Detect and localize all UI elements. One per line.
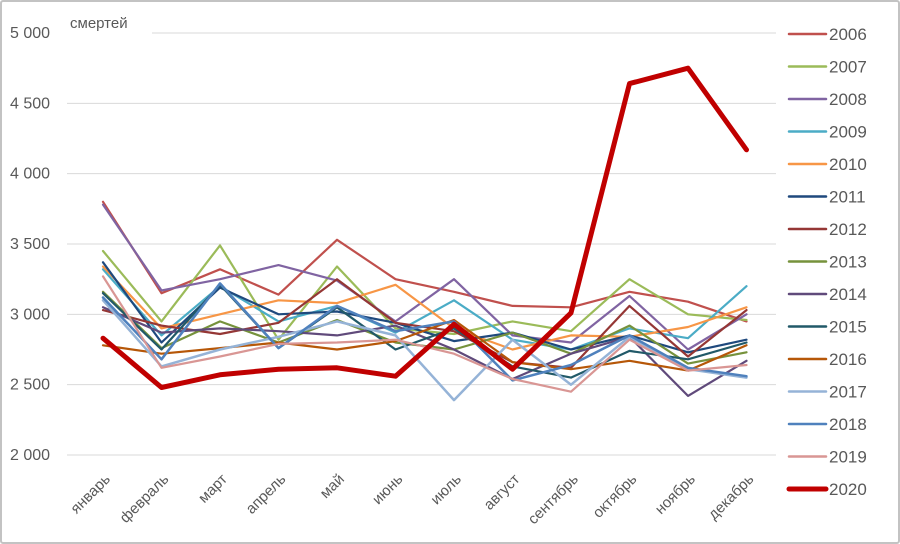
legend-item-2019: 2019 (787, 448, 867, 467)
x-tick-label: октябрь (590, 471, 641, 522)
legend-item-2012: 2012 (787, 220, 867, 239)
x-tick-label: июль (427, 471, 465, 509)
axis-title-background (60, 8, 152, 36)
y-axis-title: смертей (70, 15, 128, 32)
legend-item-2016: 2016 (787, 350, 867, 369)
series-line-2008 (101, 203, 748, 351)
legend-label-2008: 2008 (829, 90, 867, 109)
x-tick-label: апрель (243, 471, 290, 518)
y-tick-label: 3 500 (10, 236, 50, 253)
legend-label-2014: 2014 (829, 285, 867, 304)
legend-label-2009: 2009 (829, 123, 867, 142)
y-axis-tick-labels: 5 000 4 500 4 000 3 500 3 000 2 500 2 000 (10, 25, 50, 464)
x-tick-label: август (481, 471, 524, 514)
legend-label-2018: 2018 (829, 415, 867, 434)
y-tick-label: 2 500 (10, 377, 50, 394)
legend-label-2017: 2017 (829, 383, 867, 402)
legend-label-2020: 2020 (829, 480, 867, 499)
series-line-2010 (101, 265, 748, 351)
y-tick-label: 3 000 (10, 306, 50, 323)
legend-label-2013: 2013 (829, 253, 867, 272)
legend-item-2017: 2017 (787, 383, 867, 402)
legend-item-2006: 2006 (787, 25, 867, 44)
legend-label-2011: 2011 (829, 188, 866, 207)
legend-item-2010: 2010 (787, 155, 867, 174)
gridlines (67, 32, 776, 456)
legend-label-2007: 2007 (829, 58, 867, 77)
series-lines (100, 65, 749, 402)
legend-item-2007: 2007 (787, 58, 867, 77)
legend-label-2015: 2015 (829, 318, 867, 337)
legend-label-2012: 2012 (829, 220, 867, 239)
series-line-2016 (101, 318, 748, 372)
legend-label-2010: 2010 (829, 155, 867, 174)
legend-label-2006: 2006 (829, 25, 867, 44)
chart-legend: 2006 2007 2008 2009 2010 2011 2012 2013 2014 2015… (786, 25, 867, 499)
y-tick-label: 4 500 (10, 95, 50, 112)
legend-item-2020: 2020 (786, 480, 867, 499)
legend-item-2008: 2008 (787, 90, 867, 109)
x-tick-label: февраль (117, 471, 173, 527)
series-line-2020 (100, 65, 749, 390)
legend-label-2019: 2019 (829, 448, 867, 467)
series-line-2014 (101, 306, 748, 397)
series-line-2019 (101, 275, 748, 393)
x-tick-label: ноябрь (652, 471, 699, 518)
x-tick-label: март (195, 471, 231, 507)
y-tick-label: 4 000 (10, 166, 50, 183)
x-axis-tick-labels: январь февраль март апрель май июнь июль август… (67, 471, 757, 528)
series-line-2006 (101, 200, 748, 323)
series-line-2018 (101, 282, 748, 382)
legend-item-2011: 2011 (787, 188, 866, 207)
x-tick-label: декабрь (705, 471, 758, 524)
legend-label-2016: 2016 (829, 350, 867, 369)
legend-item-2013: 2013 (787, 253, 867, 272)
y-tick-label: 2 000 (10, 447, 50, 464)
legend-item-2018: 2018 (787, 415, 867, 434)
legend-item-2015: 2015 (787, 318, 867, 337)
legend-item-2009: 2009 (787, 123, 867, 142)
y-tick-label: 5 000 (10, 25, 50, 42)
x-tick-label: май (317, 471, 348, 502)
x-tick-label: сентябрь (525, 471, 582, 528)
x-tick-label: январь (67, 471, 114, 518)
x-tick-label: июнь (369, 471, 406, 508)
legend-item-2014: 2014 (787, 285, 867, 304)
